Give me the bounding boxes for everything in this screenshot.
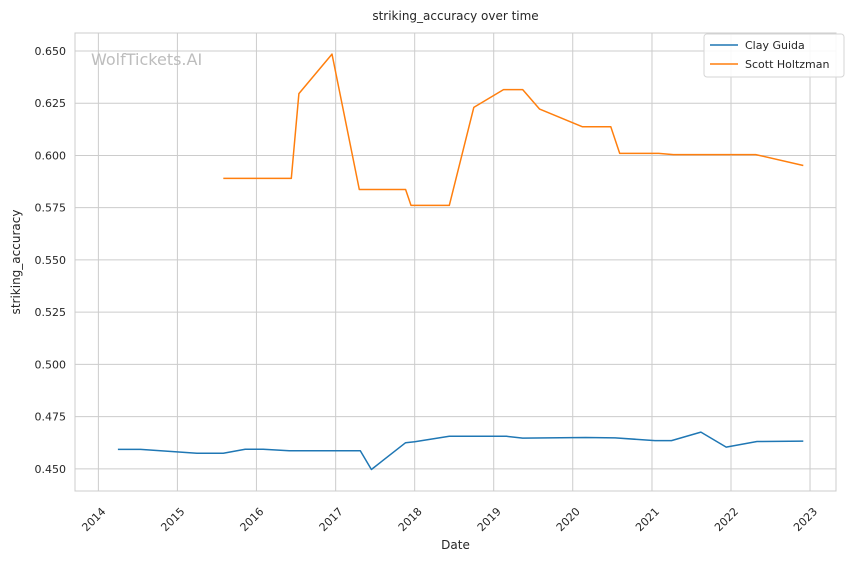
y-tick-label: 0.500 (35, 358, 67, 371)
legend-box (703, 33, 845, 78)
y-tick-label: 0.450 (35, 463, 67, 476)
y-tick-label: 0.525 (35, 306, 67, 319)
plot-area-frame (74, 32, 837, 492)
legend-label: Scott Holtzman (745, 58, 829, 71)
y-tick-label: 0.625 (35, 97, 67, 110)
series-lines (117, 53, 804, 471)
x-axis-title: Date (441, 538, 470, 552)
grid-lines (75, 33, 836, 491)
series-line-1 (117, 431, 804, 471)
watermark-text: WolfTickets.AI (91, 50, 202, 69)
series-line-2 (223, 53, 804, 207)
y-axis-title: striking_accuracy (9, 210, 23, 315)
y-tick-label: 0.475 (35, 411, 67, 424)
y-tick-label: 0.550 (35, 254, 67, 267)
legend-label: Clay Guida (745, 39, 805, 52)
y-tick-label: 0.600 (35, 149, 67, 162)
y-tick-label: 0.575 (35, 202, 67, 215)
y-tick-label: 0.650 (35, 45, 67, 58)
legend: Clay Guida Scott Holtzman (703, 33, 845, 78)
chart-title: striking_accuracy over time (372, 9, 538, 23)
